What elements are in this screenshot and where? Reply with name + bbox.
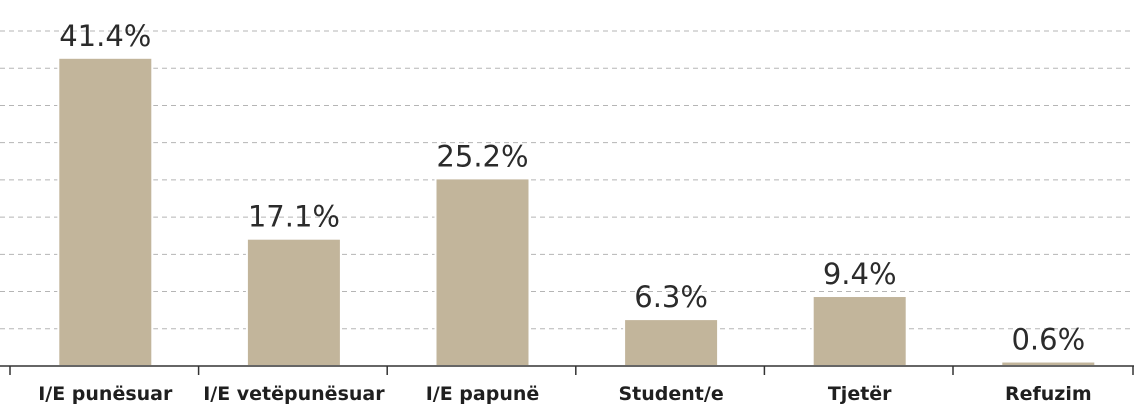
bar	[245, 237, 342, 367]
bar	[434, 177, 531, 367]
value-label: 6.3%	[634, 280, 708, 314]
value-label: 9.4%	[823, 257, 897, 291]
value-label: 0.6%	[1011, 323, 1085, 357]
value-label: 41.4%	[59, 19, 151, 53]
x-tick-label: Student/e	[618, 383, 723, 405]
x-tick-label: I/E punësuar	[38, 383, 173, 405]
x-tick-label: Tjetër	[828, 383, 892, 405]
value-label: 25.2%	[436, 139, 528, 173]
x-tick-label: I/E papunë	[426, 383, 540, 405]
bar	[811, 295, 908, 367]
bar	[57, 56, 154, 368]
x-tick-label: I/E vetëpunësuar	[203, 383, 385, 405]
bar	[623, 318, 720, 368]
x-tick-label: Refuzim	[1005, 383, 1092, 405]
value-label: 17.1%	[248, 200, 340, 234]
